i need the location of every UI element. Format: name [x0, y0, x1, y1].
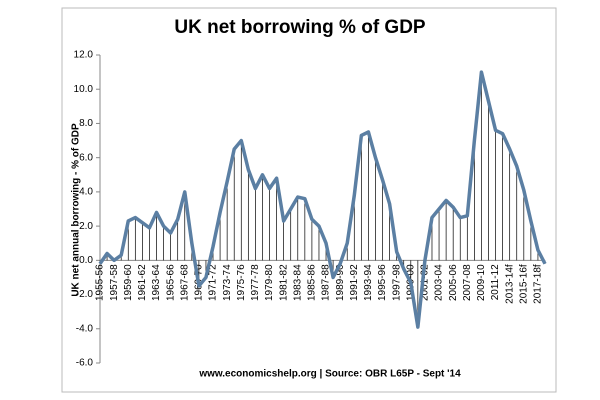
- chart-title: UK net borrowing % of GDP: [174, 17, 426, 38]
- x-tick-label: 1989-90: [335, 264, 346, 301]
- x-tick-label: 2017-18f: [533, 264, 544, 304]
- x-tick-label: 1981-82: [278, 264, 289, 301]
- x-tick-label: 1957-58: [109, 264, 120, 301]
- x-tick-label: 1955-56: [95, 264, 106, 301]
- x-tick-label: 1977-78: [250, 264, 261, 301]
- x-tick-label: 1985-86: [307, 264, 318, 301]
- x-tick-label: 2015-16f: [518, 264, 529, 304]
- y-tick-label: -4.0: [76, 323, 94, 334]
- x-tick-label: 1963-64: [151, 264, 162, 301]
- y-tick-label: 12.0: [74, 50, 94, 61]
- y-tick-label: 0.0: [79, 255, 93, 266]
- x-tick-label: 1983-84: [292, 264, 303, 301]
- y-tick-label: 2.0: [79, 221, 93, 232]
- x-tick-label: 2011-12: [490, 264, 501, 300]
- x-tick-label: 1961-62: [137, 264, 148, 301]
- x-tick-label: 1965-66: [165, 264, 176, 301]
- x-tick-label: 1997-98: [391, 264, 402, 301]
- x-tick-label: 2009-10: [476, 264, 487, 301]
- chart-frame: [61, 7, 557, 393]
- x-tick-label: 1975-76: [236, 264, 247, 301]
- y-axis-title: UK net annual borrowing - % of GDP: [71, 123, 82, 297]
- x-tick-label: 2003-04: [434, 264, 445, 301]
- y-tick-label: -2.0: [76, 289, 94, 300]
- x-tick-label: 1971-72: [208, 264, 219, 301]
- x-tick-label: 1987-88: [321, 264, 332, 301]
- footer: www.economicshelp.org | Source: OBR L65P…: [198, 369, 461, 380]
- x-tick-label: 1991-92: [349, 264, 360, 301]
- x-tick-label: 2005-06: [448, 264, 459, 301]
- x-tick-label: 1973-74: [222, 264, 233, 301]
- y-tick-label: 8.0: [79, 118, 93, 129]
- x-tick-label: 2013-14f: [504, 264, 515, 304]
- x-tick-label: 1959-60: [123, 264, 134, 301]
- y-tick-label: -6.0: [76, 358, 94, 369]
- x-tick-label: 1979-80: [264, 264, 275, 301]
- series-line: [98, 70, 547, 329]
- y-tick-label: 6.0: [79, 152, 93, 163]
- x-tick-label: 2001-02: [420, 264, 431, 301]
- y-tick-label: 10.0: [74, 84, 94, 95]
- x-tick-label: 1967-68: [179, 264, 190, 301]
- y-tick-label: 4.0: [79, 187, 93, 198]
- x-tick-label: 1993-94: [363, 264, 374, 301]
- x-tick-label: 2007-08: [462, 264, 473, 301]
- x-tick-label: 1995-96: [377, 264, 388, 301]
